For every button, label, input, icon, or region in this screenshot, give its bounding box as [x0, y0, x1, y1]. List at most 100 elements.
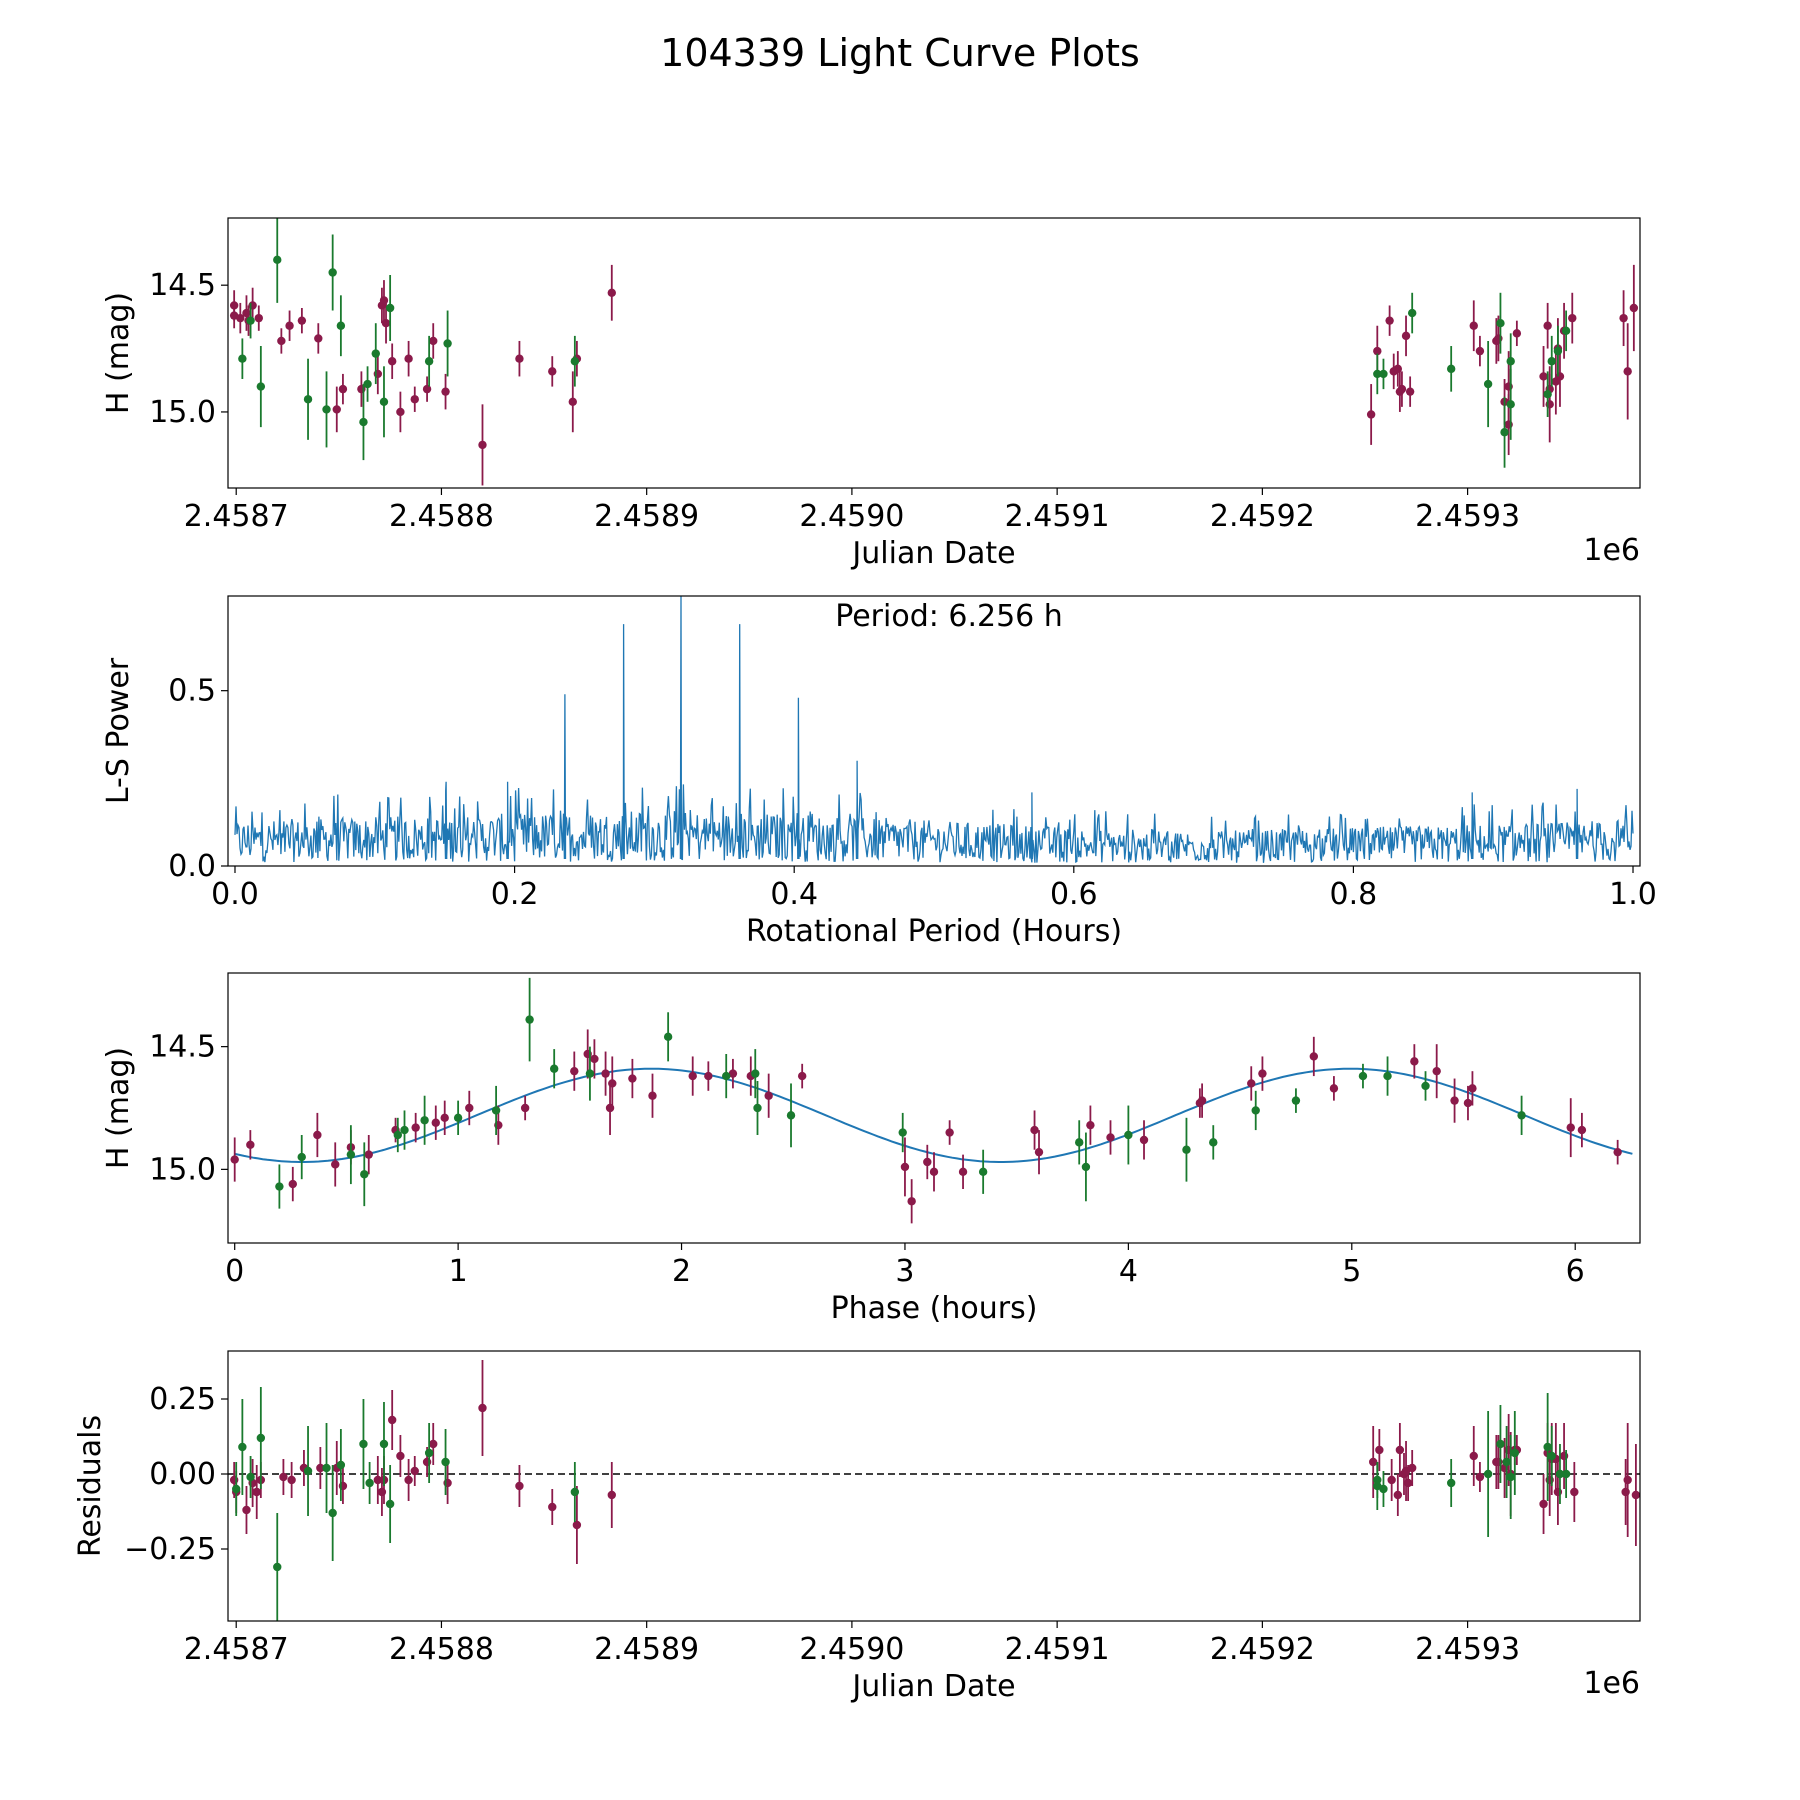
data-marker [1081, 1162, 1091, 1172]
data-point [346, 1125, 356, 1185]
data-point [1410, 1044, 1419, 1079]
y-tick-label: −0.25 [124, 1532, 216, 1567]
x-tick-label: 2.4591 [1005, 1632, 1110, 1667]
data-marker [273, 255, 282, 265]
x-tick-label: 0.0 [211, 877, 259, 912]
data-marker [359, 1439, 368, 1449]
data-marker [1401, 331, 1411, 341]
data-point [1379, 1471, 1388, 1507]
data-marker [1512, 329, 1522, 338]
data-marker [238, 1442, 247, 1452]
data-point [688, 1056, 697, 1096]
data-point [1383, 1056, 1392, 1096]
x-tick-label: 1.0 [1609, 877, 1657, 912]
data-point [232, 1462, 241, 1516]
data-point [359, 1399, 368, 1489]
data-point [246, 1456, 255, 1498]
data-point [515, 340, 524, 377]
data-point [429, 323, 438, 359]
data-marker [1631, 1490, 1640, 1500]
data-marker [1034, 1147, 1044, 1157]
data-point [1106, 1120, 1115, 1155]
lightcurve-plot-area [229, 218, 1639, 486]
data-point [1553, 325, 1563, 377]
data-point [1475, 335, 1485, 367]
data-marker [1496, 1439, 1505, 1449]
data-point [478, 1360, 487, 1456]
data-point [1623, 323, 1632, 420]
data-point [1403, 1465, 1413, 1501]
data-marker [338, 384, 348, 394]
data-point [379, 366, 389, 438]
data-point [1407, 292, 1417, 334]
x-offset-label: 1e6 [1583, 533, 1640, 568]
data-point [1401, 315, 1411, 357]
x-tick-label: 2.4589 [594, 499, 699, 534]
data-marker [1463, 1098, 1473, 1108]
data-point [1566, 1098, 1575, 1158]
x-tick-label: 2.4589 [594, 1632, 699, 1667]
data-marker [907, 1197, 916, 1206]
data-point [285, 310, 294, 341]
data-point [332, 386, 341, 433]
x-axis-label: Phase (hours) [831, 1291, 1038, 1326]
data-point [1506, 368, 1515, 440]
data-point [1387, 1459, 1396, 1501]
data-marker [1450, 1096, 1459, 1105]
data-marker [363, 379, 372, 389]
data-point [1496, 1405, 1505, 1483]
data-point [1182, 1117, 1191, 1182]
data-point [570, 335, 580, 387]
data-marker [1543, 1442, 1552, 1452]
data-point [978, 1149, 988, 1194]
data-point [387, 1390, 397, 1450]
data-marker [1547, 357, 1556, 366]
data-marker [279, 1472, 288, 1482]
data-marker [648, 1091, 657, 1100]
data-point [242, 1486, 251, 1534]
lightcurve-series-maroon [229, 264, 1639, 486]
data-marker [900, 1162, 910, 1172]
x-tick-label: 0 [225, 1254, 244, 1289]
data-marker [429, 336, 438, 346]
data-marker [1506, 357, 1515, 366]
x-offset-label: 1e6 [1583, 1666, 1640, 1701]
x-tick-label: 0.6 [1050, 877, 1098, 912]
data-marker [548, 1502, 557, 1512]
data-point [1258, 1056, 1267, 1091]
data-marker [1475, 346, 1485, 356]
data-point [314, 323, 323, 354]
data-marker [336, 321, 346, 330]
data-point [1393, 351, 1403, 387]
data-marker [275, 1182, 284, 1191]
data-marker [429, 1439, 438, 1449]
data-marker [1502, 1457, 1511, 1467]
data-marker [1407, 308, 1417, 318]
data-point [1631, 1444, 1640, 1546]
data-point [1385, 305, 1394, 336]
data-point [520, 1095, 530, 1121]
data-marker [411, 1123, 420, 1132]
data-marker [313, 1130, 322, 1140]
data-point [441, 373, 450, 410]
data-point [400, 1110, 409, 1150]
data-marker [400, 1125, 409, 1135]
data-marker [1483, 1469, 1493, 1479]
data-point [648, 1073, 657, 1118]
data-marker [238, 354, 247, 363]
x-tick-label: 2 [672, 1254, 691, 1289]
data-point [275, 1164, 284, 1209]
data-point [1373, 1462, 1382, 1498]
data-marker [371, 349, 380, 358]
x-tick-label: 2.4587 [184, 1632, 289, 1667]
data-point [1124, 1105, 1133, 1165]
data-marker [1543, 321, 1552, 330]
data-point [923, 1144, 932, 1180]
data-point [929, 1152, 939, 1192]
data-marker [608, 1079, 617, 1088]
data-point [900, 1137, 910, 1197]
data-marker [978, 1167, 988, 1177]
data-point [722, 1054, 731, 1099]
data-point [279, 1459, 288, 1495]
data-point [797, 1063, 807, 1089]
